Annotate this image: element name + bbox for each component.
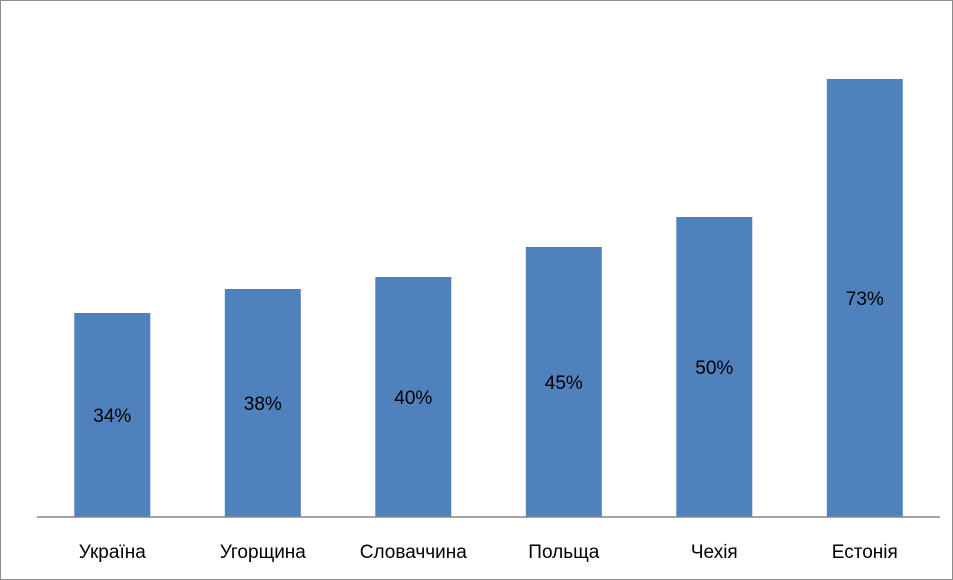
category-label-1: Угорщина	[220, 542, 307, 563]
bars-group: 34% 38% 40% 45% 50% 73%	[74, 79, 903, 517]
category-label-5: Естонія	[832, 542, 898, 563]
bar-4	[676, 217, 753, 517]
bar-0	[74, 313, 151, 517]
data-label-2: 40%	[394, 388, 432, 409]
category-label-3: Польща	[528, 542, 599, 563]
category-label-2: Словаччина	[360, 542, 468, 563]
bar-1	[224, 289, 301, 517]
bar-3	[525, 247, 602, 517]
category-labels-group: Україна Угорщина Словаччина Польща Чехія Есто…	[79, 542, 898, 563]
bar-2	[375, 277, 452, 517]
data-label-1: 38%	[244, 394, 282, 415]
data-label-4: 50%	[695, 358, 733, 379]
data-label-5: 73%	[846, 289, 884, 310]
category-label-4: Чехія	[691, 542, 738, 563]
data-label-0: 34%	[93, 406, 131, 427]
category-label-0: Україна	[79, 542, 146, 563]
bar-5	[826, 79, 903, 517]
data-label-3: 45%	[545, 373, 583, 394]
